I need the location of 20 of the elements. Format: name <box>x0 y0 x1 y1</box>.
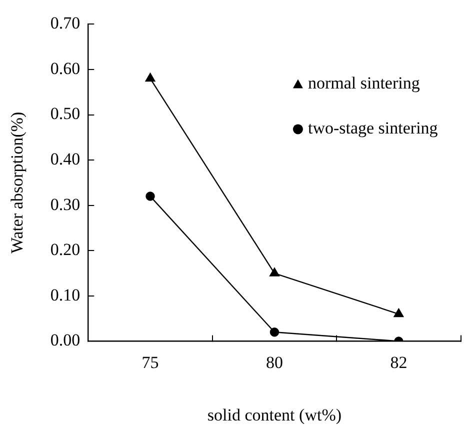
y-tick-label: 0.20 <box>50 240 80 260</box>
y-axis-title: Water absorption(%) <box>8 112 27 254</box>
y-tick-label: 0.70 <box>50 14 80 33</box>
y-tick-label: 0.50 <box>50 104 80 124</box>
y-tick-label: 0.60 <box>50 58 80 78</box>
legend-label: normal sintering <box>308 74 420 93</box>
x-tick-label: 80 <box>266 352 283 372</box>
y-tick-label: 0.00 <box>50 330 80 350</box>
y-tick-label: 0.40 <box>50 150 80 169</box>
point <box>394 308 404 318</box>
point <box>270 268 280 276</box>
y-tick-label: 0.10 <box>50 285 80 304</box>
y-tick-label: 0.30 <box>50 194 80 214</box>
x-axis-title: solid content (wt%) <box>207 405 342 424</box>
x-tick-label: 82 <box>390 352 408 372</box>
point <box>146 192 155 201</box>
x-tick-label: 75 <box>142 352 159 372</box>
point <box>145 72 156 82</box>
legend-label: two-stage sintering <box>308 118 438 138</box>
point <box>270 328 280 337</box>
